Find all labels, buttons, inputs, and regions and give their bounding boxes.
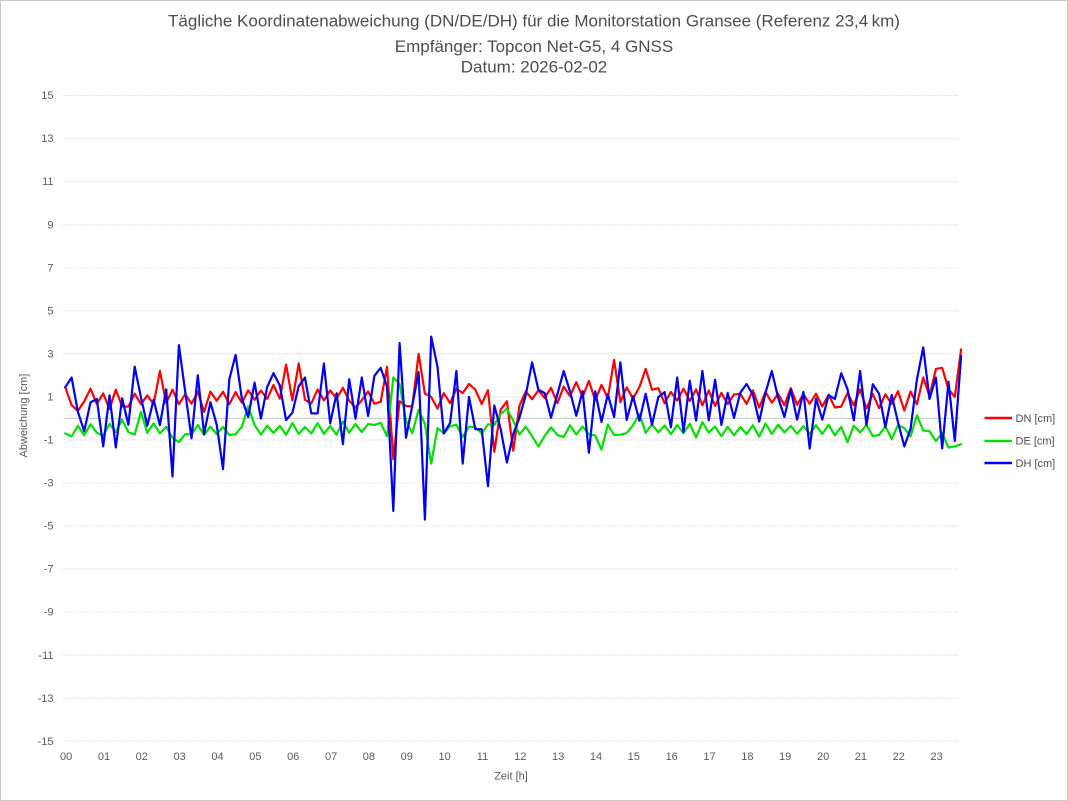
svg-text:Empfänger: Topcon Net-G5, 4 GN: Empfänger: Topcon Net-G5, 4 GNSS: [395, 37, 673, 56]
svg-text:7: 7: [47, 262, 53, 274]
svg-text:1: 1: [47, 392, 53, 404]
svg-text:-1: -1: [44, 435, 54, 447]
svg-text:10: 10: [438, 751, 450, 763]
svg-text:DN [cm]: DN [cm]: [1016, 413, 1056, 425]
svg-text:03: 03: [174, 751, 186, 763]
svg-text:Zeit [h]: Zeit [h]: [494, 771, 528, 783]
svg-text:01: 01: [98, 751, 110, 763]
svg-text:18: 18: [741, 751, 753, 763]
svg-text:13: 13: [552, 751, 564, 763]
svg-text:3: 3: [47, 348, 53, 360]
svg-text:11: 11: [42, 176, 53, 188]
svg-text:-7: -7: [44, 564, 54, 576]
svg-text:17: 17: [703, 751, 715, 763]
svg-text:-5: -5: [44, 521, 54, 533]
svg-text:DE [cm]: DE [cm]: [1016, 436, 1055, 448]
svg-text:21: 21: [855, 751, 867, 763]
svg-text:23: 23: [930, 751, 942, 763]
svg-text:Abweichung [cm]: Abweichung [cm]: [18, 374, 30, 458]
svg-text:02: 02: [136, 751, 148, 763]
svg-text:16: 16: [666, 751, 678, 763]
svg-text:11: 11: [477, 751, 488, 763]
svg-text:-15: -15: [38, 736, 54, 748]
svg-text:08: 08: [363, 751, 375, 763]
svg-text:22: 22: [893, 751, 905, 763]
svg-text:14: 14: [590, 751, 602, 763]
svg-text:DH [cm]: DH [cm]: [1016, 458, 1056, 470]
svg-text:-9: -9: [44, 607, 54, 619]
svg-text:9: 9: [47, 219, 53, 231]
svg-text:-13: -13: [38, 693, 54, 705]
svg-text:Datum: 2026-02-02: Datum: 2026-02-02: [461, 57, 607, 76]
svg-text:05: 05: [249, 751, 261, 763]
svg-text:5: 5: [47, 305, 53, 317]
svg-text:Tägliche Koordinatenabweichung: Tägliche Koordinatenabweichung (DN/DE/DH…: [168, 12, 900, 31]
svg-text:09: 09: [401, 751, 413, 763]
svg-text:15: 15: [41, 90, 53, 102]
svg-text:04: 04: [211, 751, 223, 763]
svg-text:15: 15: [628, 751, 640, 763]
svg-text:-3: -3: [44, 478, 54, 490]
svg-text:20: 20: [817, 751, 829, 763]
svg-text:00: 00: [60, 751, 72, 763]
svg-text:12: 12: [514, 751, 526, 763]
svg-text:06: 06: [287, 751, 299, 763]
svg-text:13: 13: [41, 133, 53, 145]
svg-text:-11: -11: [38, 650, 53, 662]
svg-text:07: 07: [325, 751, 337, 763]
svg-text:19: 19: [779, 751, 791, 763]
